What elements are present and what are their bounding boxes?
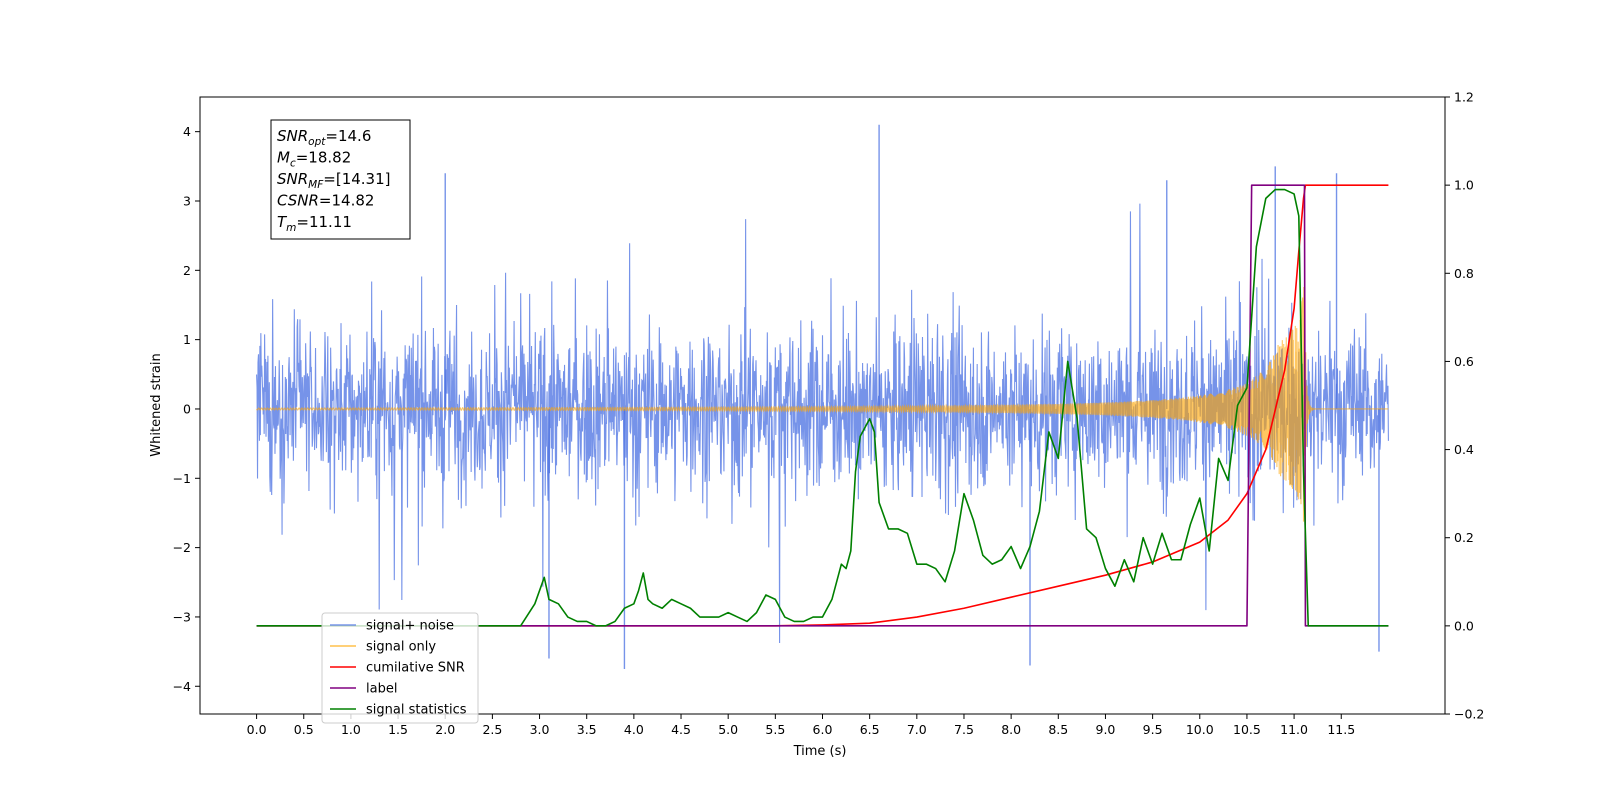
x-tick-label: 8.5 xyxy=(1048,722,1068,737)
stat-subscript: m xyxy=(286,222,296,234)
series-line xyxy=(256,184,1389,627)
stat-value: =11.11 xyxy=(296,213,352,231)
y-tick-label: 2 xyxy=(183,263,191,278)
stat-symbol: T xyxy=(277,213,288,231)
x-tick-label: 2.5 xyxy=(482,722,502,737)
x-tick-label: 4.0 xyxy=(624,722,644,737)
x-tick-label: 6.0 xyxy=(813,722,833,737)
series-signal-only xyxy=(256,286,1389,522)
y-tick-label: −2 xyxy=(173,540,191,555)
y-axis-right: 1.2 1.0 0.8 0.6 0.4 0.2 0.0 −0.2 xyxy=(1445,90,1484,722)
stat-value: =[14.31] xyxy=(323,170,390,188)
legend-label: label xyxy=(366,682,397,697)
y-tick-label: −1 xyxy=(173,471,191,486)
x-tick-label: 1.5 xyxy=(388,722,408,737)
x-tick-label: 0.5 xyxy=(294,722,314,737)
legend-label: cumilative SNR xyxy=(366,661,465,676)
x-tick-label: 7.0 xyxy=(907,722,927,737)
y2-tick-label: 0.6 xyxy=(1454,354,1474,369)
x-tick-label: 3.5 xyxy=(577,722,597,737)
series-layer xyxy=(256,124,1389,669)
stats-box-line: CSNR=14.82 xyxy=(277,192,374,210)
x-tick-label: 3.0 xyxy=(530,722,550,737)
x-tick-label: 8.0 xyxy=(1001,722,1021,737)
y-tick-label: 4 xyxy=(183,124,191,139)
y2-tick-label: 1.2 xyxy=(1454,90,1474,105)
y-tick-label: 1 xyxy=(183,332,191,347)
stat-subscript: opt xyxy=(308,136,326,148)
x-tick-label: 2.0 xyxy=(435,722,455,737)
y2-tick-label: 0.8 xyxy=(1454,266,1474,281)
stats-box-line: Mc=18.82 xyxy=(277,149,351,170)
y-axis-left: 4 3 2 1 0 −1 −2 −3 −4 xyxy=(173,124,200,694)
x-tick-label: 6.5 xyxy=(860,722,880,737)
stats-box-line: Tm=11.11 xyxy=(277,213,352,234)
y2-tick-label: 0.4 xyxy=(1454,442,1474,457)
x-tick-label: 10.0 xyxy=(1186,722,1214,737)
x-tick-label: 11.5 xyxy=(1327,722,1355,737)
y2-tick-label: 1.0 xyxy=(1454,178,1474,193)
series-signal-statistics xyxy=(256,188,1389,627)
series-cumilative-snr xyxy=(256,184,1389,627)
x-tick-label: 1.0 xyxy=(341,722,361,737)
stat-symbol: SNR xyxy=(277,127,308,145)
stat-symbol: SNR xyxy=(277,170,308,188)
x-tick-label: 9.0 xyxy=(1096,722,1116,737)
legend: signal+ noise signal only cumilative SNR la… xyxy=(321,612,479,724)
y2-tick-label: 0.0 xyxy=(1454,618,1474,633)
legend-label: signal statistics xyxy=(366,703,467,718)
stat-value: =18.82 xyxy=(296,149,352,167)
legend-frame xyxy=(321,612,479,724)
stat-value: =14.6 xyxy=(325,127,371,145)
y-tick-label: 3 xyxy=(183,193,191,208)
y2-tick-label: 0.2 xyxy=(1454,530,1474,545)
x-tick-label: 5.0 xyxy=(718,722,738,737)
stats-box-line: SNRopt=14.6 xyxy=(277,127,371,148)
series-line xyxy=(256,188,1389,627)
stat-subscript: MF xyxy=(308,179,324,191)
stat-subscript: c xyxy=(290,158,296,170)
x-tick-label: 4.5 xyxy=(671,722,691,737)
y-tick-label: 0 xyxy=(183,401,191,416)
legend-label: signal only xyxy=(366,640,436,655)
stats-box-line: SNRMF=[14.31] xyxy=(277,170,391,191)
stat-symbol: CSNR xyxy=(277,192,319,210)
x-axis: 0.0 0.5 1.0 1.5 2.0 2.5 3.0 3.5 4.0 4.5 5.0 5.5 6.0 6… xyxy=(247,714,1355,737)
stat-symbol: M xyxy=(277,149,290,167)
x-tick-label: 7.5 xyxy=(954,722,974,737)
y-tick-label: −3 xyxy=(173,609,191,624)
x-tick-label: 10.5 xyxy=(1233,722,1261,737)
x-tick-label: 0.0 xyxy=(247,722,267,737)
stats-box: SNRopt=14.6Mc=18.82SNRMF=[14.31]CSNR=14.… xyxy=(270,119,411,240)
x-axis-label: Time (s) xyxy=(793,744,847,759)
y-tick-label: −4 xyxy=(173,679,191,694)
chirp-trace xyxy=(256,286,1389,522)
x-tick-label: 5.5 xyxy=(765,722,785,737)
legend-label: signal+ noise xyxy=(366,619,454,634)
y2-tick-label: −0.2 xyxy=(1454,707,1484,722)
y-axis-label: Whitened strain xyxy=(149,353,164,456)
stat-value: =14.82 xyxy=(319,192,375,210)
stats-box-frame xyxy=(270,119,411,240)
x-tick-label: 9.5 xyxy=(1143,722,1163,737)
x-tick-label: 11.0 xyxy=(1280,722,1308,737)
